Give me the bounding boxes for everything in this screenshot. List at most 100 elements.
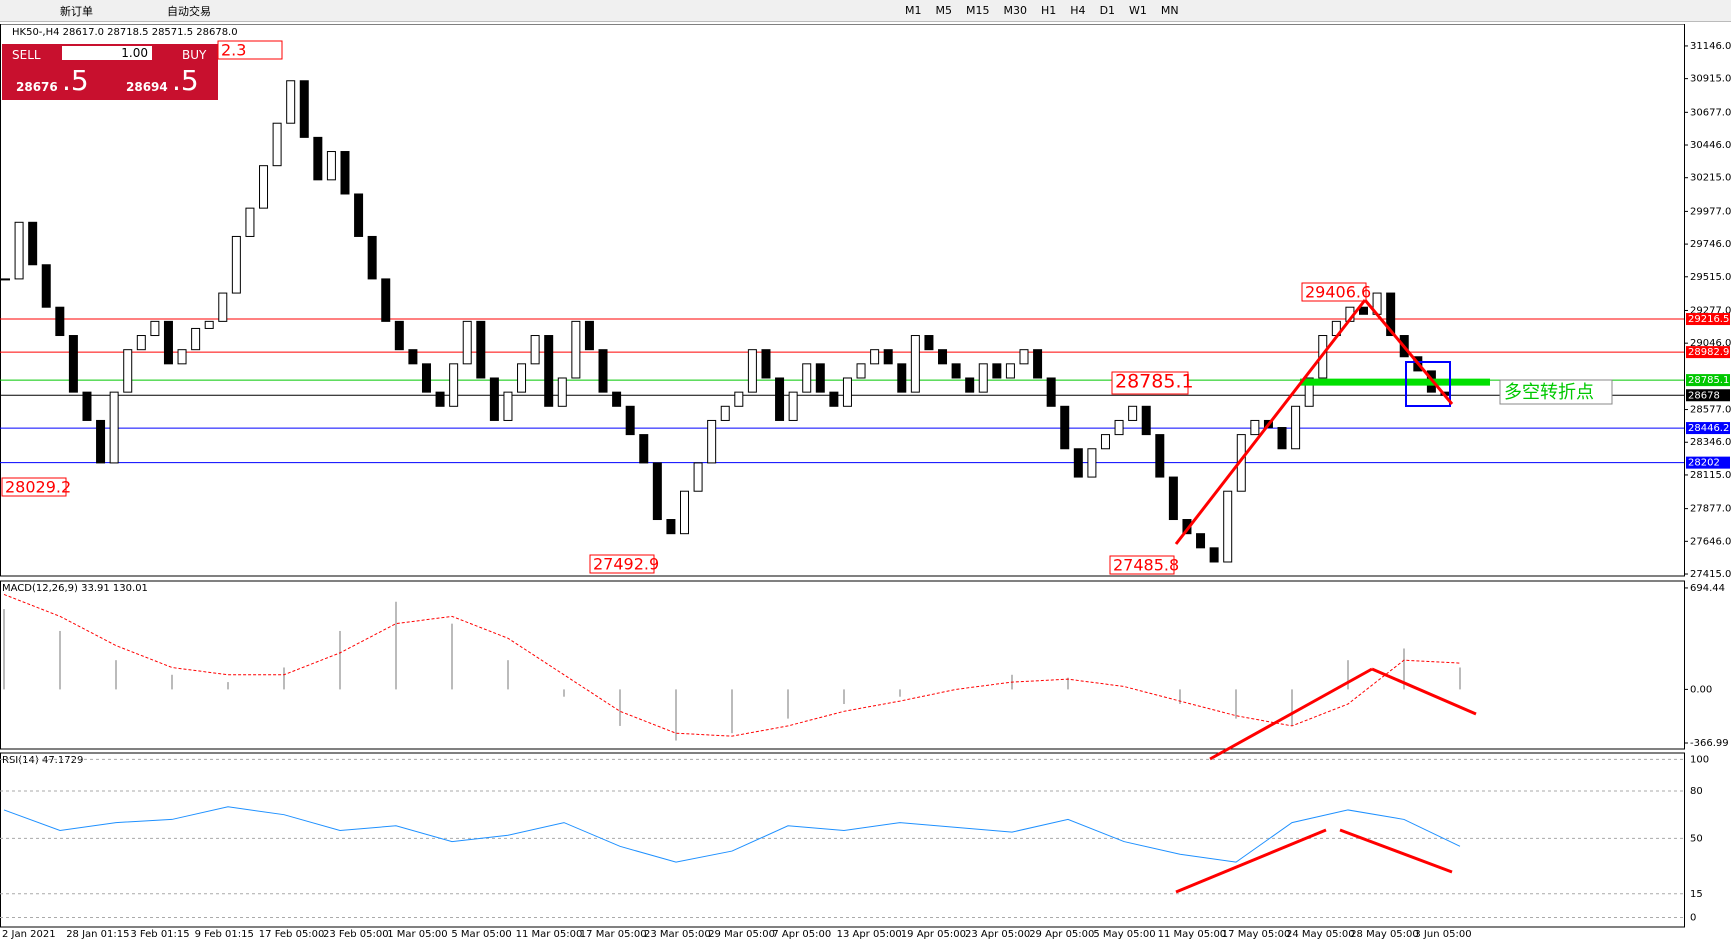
annotation-label: 27485.8 (1113, 556, 1179, 575)
chart: HK50-,H4 28617.0 28718.5 28571.5 28678.0… (0, 24, 1731, 940)
candle (218, 292, 228, 322)
level-tag (1686, 313, 1730, 326)
candle (707, 419, 717, 464)
candle (109, 391, 119, 464)
level-label: 28785.1 (1688, 375, 1729, 386)
candle (1128, 405, 1138, 421)
macd-bar (59, 630, 61, 690)
x-tick-label: 11 May 05:00 (1158, 929, 1227, 940)
candle (326, 151, 336, 181)
candle (842, 377, 852, 407)
timeframe-button[interactable]: H4 (1070, 4, 1086, 17)
y-tick-label: 30215.0 (1690, 173, 1731, 184)
candle (639, 434, 649, 464)
candle (68, 335, 78, 393)
trend-arrow (1363, 299, 1454, 405)
x-tick-label: 29 Apr 05:00 (1029, 929, 1094, 940)
candle (41, 264, 51, 308)
y-tick-label: 29277.0 (1690, 305, 1731, 316)
timeframe-button[interactable]: M15 (966, 4, 990, 17)
candle (394, 320, 404, 351)
x-tick-label: 11 Mar 05:00 (516, 929, 583, 940)
timeframe-button[interactable]: D1 (1099, 4, 1116, 17)
level-label: 28982.9 (1688, 347, 1729, 358)
candle (286, 80, 296, 124)
level-label: 29216.5 (1688, 314, 1729, 325)
macd-bar (283, 667, 285, 690)
y-tick-label: 30446.0 (1690, 140, 1731, 151)
buy-button[interactable]: BUY (182, 48, 207, 62)
y-tick-label: 27646.0 (1690, 536, 1731, 547)
level-tag (1686, 374, 1730, 387)
candle (476, 320, 486, 379)
timeframe-button[interactable]: M5 (935, 4, 953, 17)
candle (680, 490, 689, 535)
candle (802, 363, 812, 393)
candle (150, 320, 160, 337)
candle (1005, 363, 1015, 379)
candle (14, 221, 24, 280)
x-tick-label: 2 Jan 2021 (2, 929, 56, 940)
x-tick-label: 5 May 05:00 (1093, 929, 1155, 940)
candle (204, 320, 214, 329)
candle (584, 320, 594, 351)
new-order-button[interactable]: 新订单 (60, 4, 93, 18)
lots-input[interactable]: 1.00 (62, 46, 152, 60)
y-tick-label: 0 (1690, 913, 1696, 924)
candle (571, 320, 581, 379)
x-tick-label: 28 Jan 01:15 (66, 929, 129, 940)
x-tick-label: 1 Mar 05:00 (387, 929, 447, 940)
y-tick-label: 50 (1690, 833, 1703, 844)
macd-bar (115, 660, 117, 690)
candle (177, 349, 187, 365)
candle (815, 363, 825, 393)
candle (897, 363, 907, 393)
candle (231, 235, 241, 294)
macd-title: MACD(12,26,9) 33.91 130.01 (2, 583, 148, 594)
macd-bar (3, 609, 5, 690)
timeframe-button[interactable]: M1 (905, 4, 922, 17)
annotation-label: 28029.2 (5, 478, 71, 497)
candle (978, 363, 988, 393)
annotation-label: 2.3 (221, 41, 246, 60)
sell-button[interactable]: SELL (12, 48, 41, 62)
y-tick-label: 30677.0 (1690, 107, 1731, 118)
auto-trade-button[interactable]: 自动交易 (167, 4, 211, 18)
candle (612, 391, 622, 407)
chart-title: HK50-,H4 28617.0 28718.5 28571.5 28678.0 (12, 27, 238, 38)
candle (530, 335, 540, 365)
candle (883, 349, 893, 365)
timeframe-button[interactable]: W1 (1129, 4, 1147, 17)
candle (354, 193, 364, 237)
timeframes: M1 M5 M15 M30 H1 H4 D1 W1 MN (905, 4, 1179, 17)
candle (1141, 405, 1151, 436)
timeframe-button[interactable]: M30 (1003, 4, 1028, 17)
candle (856, 363, 866, 379)
timeframe-button[interactable]: H1 (1041, 4, 1057, 17)
candle (775, 377, 785, 421)
annotation-label: 28785.1 (1115, 371, 1194, 393)
trend-arrow (1339, 828, 1453, 874)
timeframe-button[interactable]: MN (1160, 4, 1179, 17)
macd-bar (1291, 689, 1293, 726)
y-tick-label: -366.99 (1690, 738, 1729, 749)
y-tick-label: 15 (1690, 889, 1703, 900)
macd-bar (227, 682, 229, 690)
candle (1019, 349, 1029, 365)
candle (1155, 434, 1165, 478)
candle (408, 349, 418, 365)
note-label: 多空转折点 (1504, 382, 1594, 403)
ask-fraction: .5 (172, 64, 199, 97)
candle (136, 335, 146, 351)
macd-bar (1347, 660, 1349, 690)
x-tick-label: 19 Apr 05:00 (901, 929, 966, 940)
annotation-box (589, 554, 655, 574)
candle (1250, 419, 1260, 436)
bid-fraction: .5 (62, 64, 89, 97)
candle (693, 462, 703, 492)
candle (381, 278, 391, 322)
macd-bar (1235, 689, 1237, 719)
candle (734, 391, 744, 407)
annotation-box (1, 477, 67, 497)
